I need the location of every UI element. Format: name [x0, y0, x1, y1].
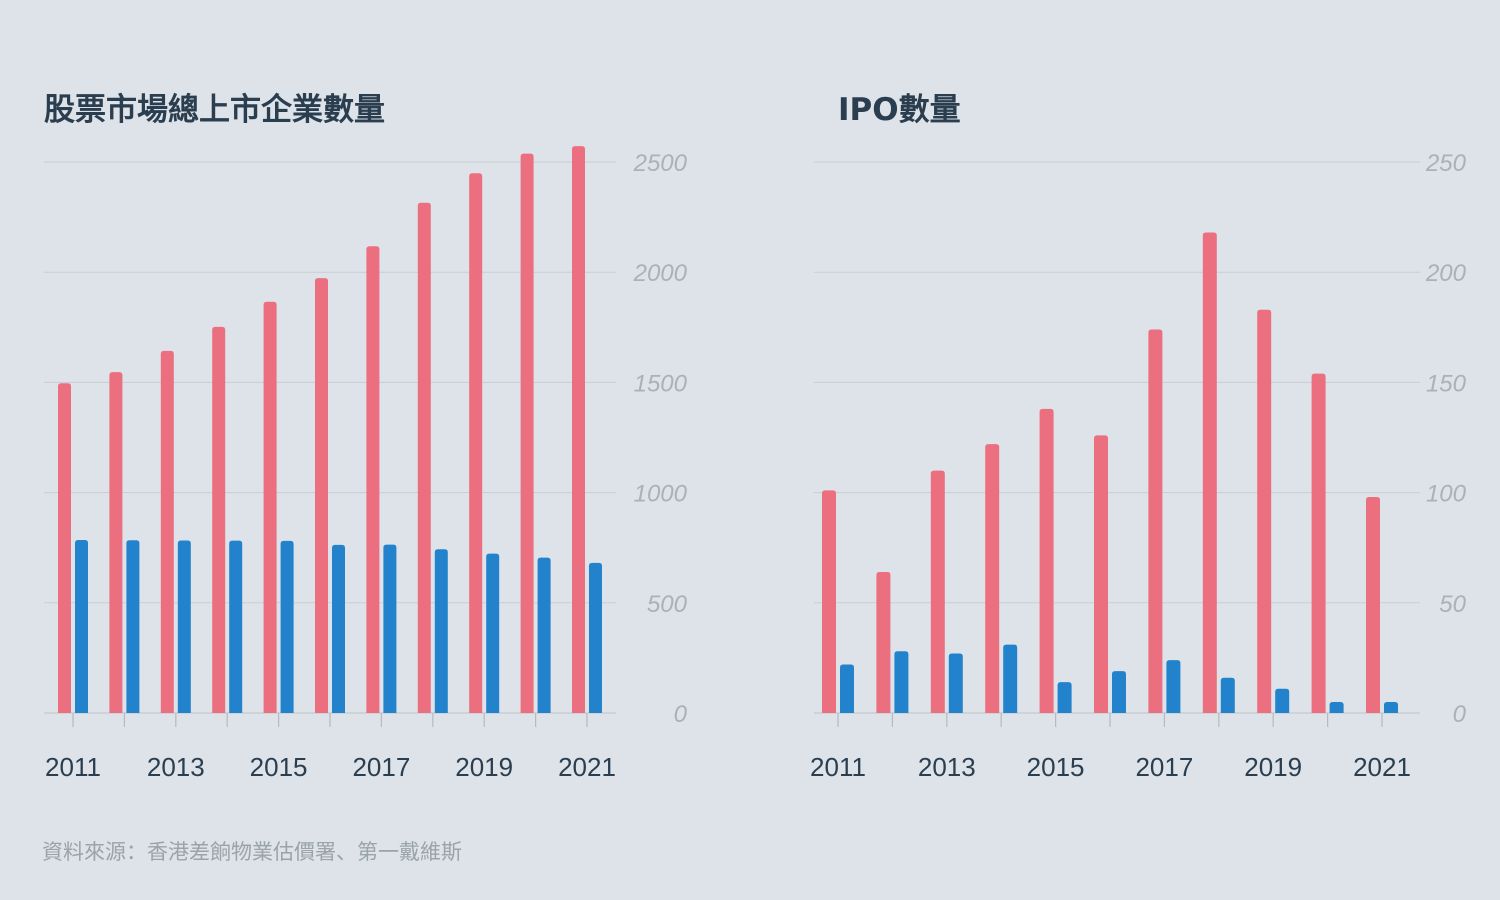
- bar-a-2014: [212, 326, 226, 713]
- bar-a-2015: [263, 301, 277, 713]
- bar-b-2013: [948, 653, 963, 713]
- bar-a-2015: [1039, 408, 1054, 713]
- bar-a-2011: [822, 490, 836, 713]
- bar-b-2017: [383, 544, 397, 713]
- y-tick-label: 250: [1425, 150, 1467, 177]
- bar-b-2021: [1384, 701, 1398, 713]
- bar-b-2020: [1329, 701, 1344, 713]
- bar-a-2018: [417, 202, 431, 713]
- bar-a-2011: [58, 383, 71, 713]
- bar-a-2021: [572, 146, 585, 713]
- bar-a-2012: [109, 372, 123, 713]
- bar-a-2018: [1202, 232, 1217, 714]
- y-tick-label: 2000: [633, 260, 688, 287]
- bar-a-2016: [1094, 435, 1108, 713]
- x-tick-label: 2017: [352, 752, 410, 782]
- bar-b-2012: [894, 651, 909, 713]
- y-tick-label: 0: [1453, 701, 1467, 728]
- bar-b-2021: [589, 562, 602, 713]
- source-note: 資料來源：香港差餉物業估價署、第一戴維斯: [42, 840, 462, 864]
- bar-b-2019: [1275, 688, 1290, 713]
- y-tick-label: 200: [1425, 260, 1467, 287]
- y-tick-label: 0: [674, 701, 688, 728]
- bar-b-2011: [840, 664, 854, 713]
- y-tick-label: 50: [1439, 591, 1466, 618]
- bar-b-2013: [177, 540, 191, 713]
- bar-b-2014: [1003, 644, 1018, 713]
- bar-b-2019: [486, 553, 500, 713]
- bar-a-2017: [366, 246, 380, 713]
- bar-a-2020: [520, 153, 534, 714]
- bar-b-2014: [229, 540, 243, 713]
- x-tick-label: 2011: [45, 752, 101, 782]
- y-tick-label: 1500: [634, 370, 688, 397]
- x-tick-label: 2015: [250, 752, 308, 782]
- bar-a-2012: [876, 571, 891, 713]
- bar-b-2018: [434, 549, 448, 713]
- x-tick-label: 2013: [918, 752, 976, 782]
- bar-b-2020: [537, 557, 551, 713]
- y-tick-label: 1000: [634, 481, 688, 508]
- y-tick-label: 500: [647, 591, 688, 618]
- y-tick-label: 100: [1426, 481, 1467, 508]
- bar-a-2019: [469, 173, 483, 713]
- chart-title-listed-companies: 股票市場總上市企業數量: [44, 92, 385, 128]
- x-tick-label: 2019: [1244, 752, 1302, 782]
- bar-a-2013: [160, 350, 174, 713]
- bar-b-2015: [280, 540, 294, 713]
- bar-b-2012: [126, 540, 140, 713]
- bar-a-2013: [930, 470, 945, 713]
- bar-b-2016: [332, 544, 345, 713]
- x-tick-label: 2017: [1135, 752, 1193, 782]
- bar-b-2017: [1166, 660, 1181, 713]
- x-tick-label: 2021: [558, 752, 616, 782]
- bar-b-2015: [1057, 682, 1072, 713]
- x-tick-label: 2021: [1353, 752, 1411, 782]
- chart-title-ipo: IPO數量: [838, 92, 961, 128]
- bar-b-2011: [75, 539, 88, 713]
- bar-a-2019: [1257, 309, 1272, 713]
- bar-b-2016: [1112, 671, 1126, 713]
- x-tick-label: 2013: [147, 752, 205, 782]
- bar-a-2021: [1366, 497, 1380, 713]
- x-tick-label: 2015: [1027, 752, 1085, 782]
- bar-a-2020: [1311, 373, 1326, 713]
- bar-b-2018: [1220, 677, 1235, 713]
- y-tick-label: 150: [1426, 370, 1467, 397]
- x-tick-label: 2011: [810, 752, 866, 782]
- y-tick-label: 2500: [633, 150, 688, 177]
- x-tick-label: 2019: [455, 752, 513, 782]
- bar-a-2017: [1148, 329, 1163, 713]
- bar-a-2016: [315, 278, 328, 713]
- bar-a-2014: [985, 444, 1000, 713]
